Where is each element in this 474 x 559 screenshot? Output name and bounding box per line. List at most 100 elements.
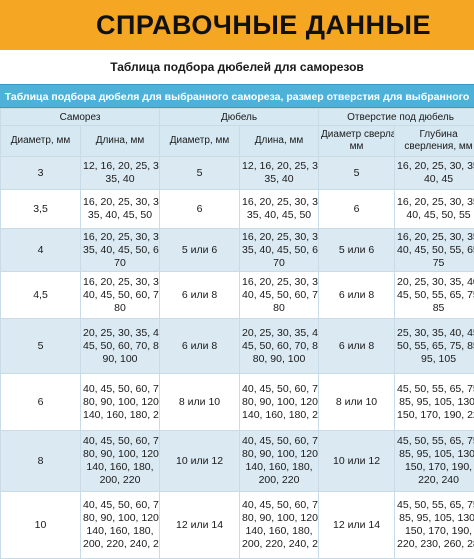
cell-line: 20, 25, 30, 35, 40, [83,327,157,340]
table-caption: Таблица подбора дюбеля для выбранного са… [0,84,474,108]
cell-line: 40, 45, 50, 60, 70, [242,499,316,512]
cell-line: 70 [83,257,157,270]
header-banner: СПРАВОЧНЫЕ ДАННЫЕ [0,0,474,50]
cell-line: 40, 45, 50, 60, 70, [83,499,157,512]
cell-dowel-length: 40, 45, 50, 60, 70,80, 90, 100, 120,140,… [240,492,319,559]
cell-line: 40, 45 [397,173,474,186]
cell-line: 140, 160, 180, [242,525,316,538]
cell-line: 85, 95, 105, 130, [397,512,474,525]
cell-line: 40, 45, 50, 60, 70, [242,289,316,302]
cell-line: 16, 20, 25, 30, 30, [83,196,157,209]
table-title: Таблица подбора дюбелей для саморезов [0,50,474,84]
cell-line: 200, 220 [83,474,157,487]
cell-line: 95, 105 [397,353,474,366]
cell-line: 40, 45, 50, 60, 70, [83,383,157,396]
cell-line: 80 [83,302,157,315]
cell-screw-diameter: 4,5 [1,272,81,319]
cell-screw-length: 40, 45, 50, 60, 70,80, 90, 100, 120,140,… [81,431,160,492]
cell-line: 12, 16, 20, 25, 30, [83,160,157,173]
column-header-dowel-diameter: Диаметр, мм [160,126,240,157]
cell-line: 150, 170, 190, [397,461,474,474]
group-header-hole: Отверстие под дюбель [319,109,474,126]
cell-line: 80, 90, 100, 120, [83,396,157,409]
cell-hole-depth: 45, 50, 55, 65, 75,85, 95, 105, 130,150,… [395,492,474,559]
column-header-drill-diameter: Диаметр сверла, мм [319,126,395,157]
cell-line: 35, 40 [83,173,157,186]
cell-line: 16, 20, 25, 30, 30, [242,231,316,244]
cell-line: 80, 90, 100 [242,353,316,366]
cell-screw-diameter: 5 [1,319,81,374]
cell-dowel-diameter: 5 [160,157,240,190]
cell-dowel-length: 12, 16, 20, 25, 30,35, 40 [240,157,319,190]
cell-hole-depth: 20, 25, 30, 35, 40,45, 50, 55, 65, 75,85 [395,272,474,319]
cell-line: 16, 20, 25, 30, 30, [83,231,157,244]
cell-line: 220, 240 [397,474,474,487]
cell-line: 80, 90, 100, 120, [242,448,316,461]
group-header-screw: Саморез [1,109,160,126]
cell-line: 85, 95, 105, 130, [397,448,474,461]
cell-line: 25, 30, 35, 40, 45, [397,327,474,340]
cell-hole-depth: 16, 20, 25, 30, 35,40, 45 [395,157,474,190]
cell-line: 35, 40 [242,173,316,186]
cell-line: 40, 45, 50, 55 [397,209,474,222]
cell-dowel-length: 16, 20, 25, 30, 30,35, 40, 45, 50, 60,70 [240,229,319,272]
cell-line: 50, 55, 65, 75, 85, [397,340,474,353]
cell-hole-depth: 25, 30, 35, 40, 45,50, 55, 65, 75, 85,95… [395,319,474,374]
cell-line: 140, 160, 180, [83,525,157,538]
cell-screw-diameter: 6 [1,374,81,431]
cell-dowel-length: 16, 20, 25, 30, 35,40, 45, 50, 60, 70,80 [240,272,319,319]
cell-drill-diameter: 12 или 14 [319,492,395,559]
column-header-hole-depth: Глубина сверления, мм [395,126,474,157]
header-group-row: Саморез Дюбель Отверстие под дюбель [1,109,474,126]
cell-line: 90, 100 [83,353,157,366]
cell-line: 40, 45, 50, 60, 70, [83,289,157,302]
cell-line: 45, 50, 60, 70, 80, [83,340,157,353]
cell-screw-length: 40, 45, 50, 60, 70,80, 90, 100, 120,140,… [81,492,160,559]
cell-line: 40, 45, 50, 60, 70, [242,435,316,448]
cell-line: 200, 220 [242,474,316,487]
cell-line: 35, 40, 45, 50 [242,209,316,222]
column-header-screw-length: Длина, мм [81,126,160,157]
cell-line: 140, 160, 180, 200 [242,409,316,422]
cell-dowel-diameter: 8 или 10 [160,374,240,431]
cell-line: 16, 20, 25, 30, 35, [242,276,316,289]
cell-line: 200, 220, 240, 260 [242,538,316,551]
cell-screw-length: 16, 20, 25, 30, 30,35, 40, 45, 50 [81,190,160,229]
cell-dowel-diameter: 10 или 12 [160,431,240,492]
cell-line: 150, 170, 190, 220 [397,409,474,422]
header-line: Глубина [397,129,474,141]
cell-screw-length: 40, 45, 50, 60, 70,80, 90, 100, 120,140,… [81,374,160,431]
cell-drill-diameter: 6 [319,190,395,229]
cell-dowel-diameter: 12 или 14 [160,492,240,559]
cell-drill-diameter: 5 или 6 [319,229,395,272]
cell-line: 20, 25, 30, 35, 40, [242,327,316,340]
cell-line: 45, 50, 55, 65, 75, [397,383,474,396]
cell-line: 140, 160, 180, [242,461,316,474]
cell-line: 140, 160, 180, 200 [83,409,157,422]
cell-dowel-length: 16, 20, 25, 30, 30,35, 40, 45, 50 [240,190,319,229]
dowel-selection-table: Саморез Дюбель Отверстие под дюбель Диам… [0,108,474,559]
cell-line: 35, 40, 45, 50, 60, [242,244,316,257]
cell-drill-diameter: 5 [319,157,395,190]
cell-line: 75 [397,257,474,270]
cell-line: 45, 50, 55, 65, 75, [397,435,474,448]
cell-line: 40, 45, 50, 55, 65, [397,244,474,257]
column-header-screw-diameter: Диаметр, мм [1,126,81,157]
cell-line: 40, 45, 50, 60, 70, [83,435,157,448]
cell-dowel-diameter: 6 или 8 [160,272,240,319]
cell-line: 16, 20, 25, 30, 35, [397,196,474,209]
cell-line: 80, 90, 100, 120, [83,512,157,525]
cell-line: 80, 90, 100, 120, [242,512,316,525]
cell-line: 16, 20, 25, 30, 35, [397,231,474,244]
cell-hole-depth: 45, 50, 55, 65, 75,85, 95, 105, 130,150,… [395,374,474,431]
cell-line: 220, 230, 260, 280 [397,538,474,551]
header-column-row: Диаметр, мм Длина, мм Диаметр, мм Длина,… [1,126,474,157]
cell-screw-length: 12, 16, 20, 25, 30,35, 40 [81,157,160,190]
cell-hole-depth: 45, 50, 55, 65, 75,85, 95, 105, 130,150,… [395,431,474,492]
cell-line: 150, 170, 190, [397,525,474,538]
